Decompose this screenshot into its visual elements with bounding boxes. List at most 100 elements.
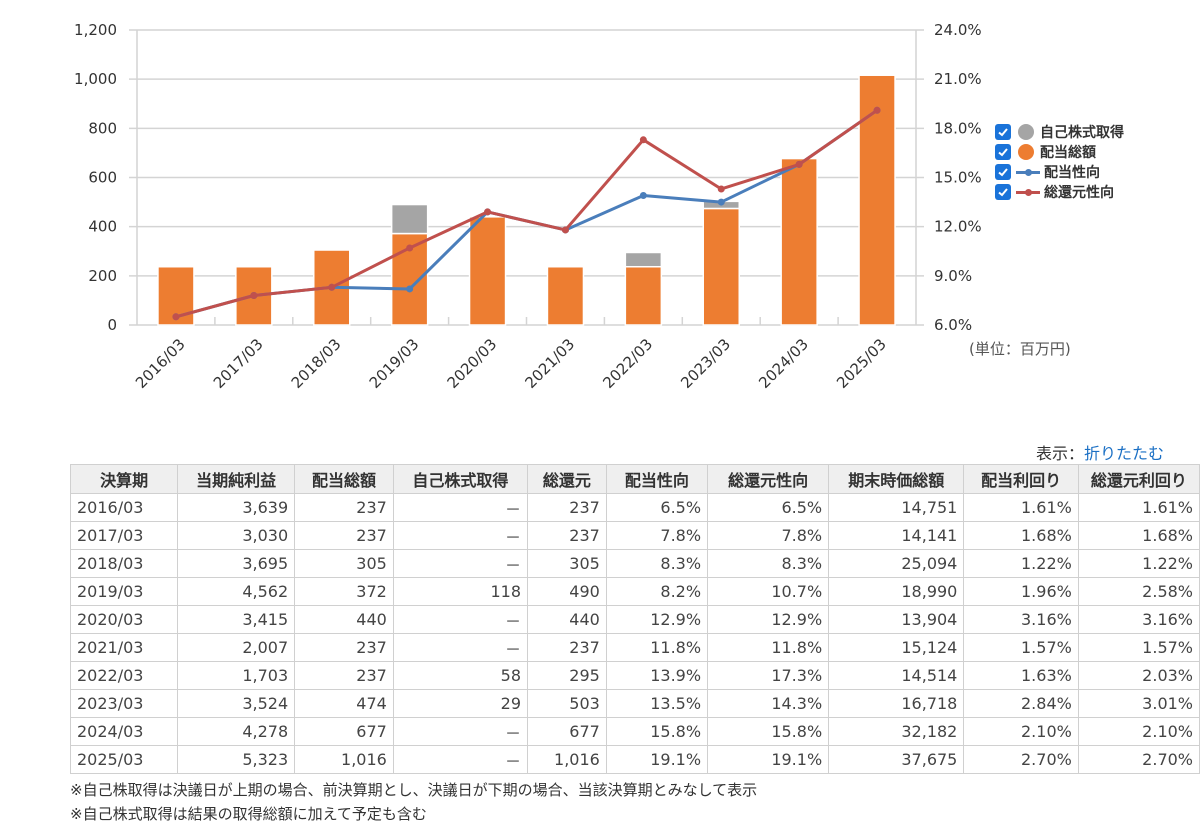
- table-cell: 17.3%: [707, 661, 830, 690]
- point-total-return-ratio: [172, 313, 180, 321]
- table-cell: 2019/03: [69, 577, 179, 606]
- point-total-return-ratio: [795, 160, 803, 168]
- data-table: 決算期 当期純利益 配当総額 自己株式取得 総還元 配当性向 総還元性向 期末時価総額 配当利回…: [69, 464, 1200, 774]
- table-cell: 1.61%: [1077, 493, 1200, 522]
- table-cell: 1.68%: [1077, 521, 1200, 550]
- table-cell: 19.1%: [707, 745, 830, 774]
- right-tick-label: 21.0%: [934, 70, 982, 88]
- table-body: 2016/03 3,639 237 － 237 6.5% 6.5% 14,751 1.61% 1.…: [69, 493, 1200, 774]
- unit-label: (単位：百万円): [969, 340, 1071, 358]
- table-header-row: 決算期 当期純利益 配当総額 自己株式取得 総還元 配当性向 総還元性向 期末時価総額 配当利回…: [69, 464, 1200, 494]
- table-cell: 237: [527, 493, 607, 522]
- table-cell: 2022/03: [69, 661, 179, 690]
- bar-buyback: [624, 251, 663, 268]
- bar-buyback: [390, 203, 429, 235]
- table-cell: 2.58%: [1077, 577, 1200, 606]
- checkbox-checked-icon[interactable]: [995, 184, 1011, 200]
- legend-item[interactable]: 総還元性向: [995, 182, 1124, 202]
- line-payout-ratio: [175, 109, 878, 319]
- table-cell: 237: [527, 521, 607, 550]
- table-cell: 4,562: [177, 577, 296, 606]
- category-label: 2024/03: [755, 335, 812, 392]
- table-cell: 32,182: [828, 717, 965, 746]
- table-row: 2020/03 3,415 440 － 440 12.9% 12.9% 13,904 3.16%…: [69, 605, 1200, 634]
- legend-item[interactable]: 自己株式取得: [995, 122, 1124, 142]
- table-cell: 19.1%: [605, 745, 709, 774]
- table-cell: 440: [294, 605, 394, 634]
- checkbox-checked-icon[interactable]: [995, 164, 1011, 180]
- table-cell: 677: [527, 717, 607, 746]
- bar-dividend: [858, 74, 896, 326]
- checkbox-checked-icon[interactable]: [995, 124, 1011, 140]
- table-cell: －: [392, 745, 529, 774]
- table-row: 2025/03 5,323 1,016 － 1,016 19.1% 19.1% 37,675 2…: [69, 745, 1200, 774]
- table-row: 2019/03 4,562 372 118 490 8.2% 10.7% 18,990 1.96…: [69, 577, 1200, 606]
- table-cell: 2021/03: [69, 633, 179, 662]
- left-tick-label: 200: [88, 267, 117, 285]
- right-tick-label: 6.0%: [934, 316, 972, 334]
- table-cell: 18,990: [828, 577, 965, 606]
- category-label: 2021/03: [521, 335, 578, 392]
- table-cell: 14,751: [828, 493, 965, 522]
- collapse-link[interactable]: 折りたたむ: [1083, 444, 1164, 463]
- table-cell: 3,030: [177, 521, 296, 550]
- table-row: 2016/03 3,639 237 － 237 6.5% 6.5% 14,751 1.61% 1.…: [69, 493, 1200, 522]
- table-cell: 2024/03: [69, 717, 179, 746]
- table-cell: 2.70%: [963, 745, 1079, 774]
- bar-dividend: [624, 265, 663, 326]
- table-cell: －: [392, 717, 529, 746]
- column-header: 配当性向: [605, 464, 709, 494]
- table-cell: 14.3%: [707, 689, 830, 718]
- table-cell: 15.8%: [707, 717, 830, 746]
- table-row: 2024/03 4,278 677 － 677 15.8% 15.8% 32,182 2.10%…: [69, 717, 1200, 746]
- column-header: 総還元利回り: [1077, 464, 1200, 494]
- column-header: 総還元性向: [707, 464, 830, 494]
- left-tick-label: 800: [88, 119, 117, 137]
- table-cell: 11.8%: [707, 633, 830, 662]
- table-cell: 305: [294, 549, 394, 578]
- table-cell: －: [392, 493, 529, 522]
- bars: [157, 74, 896, 326]
- legend-item[interactable]: 配当総額: [995, 142, 1124, 162]
- point-payout-ratio: [717, 198, 725, 206]
- table-cell: 13.9%: [605, 661, 709, 690]
- table-cell: 15,124: [828, 633, 965, 662]
- legend-item[interactable]: 配当性向: [995, 162, 1124, 182]
- table-cell: 4,278: [177, 717, 296, 746]
- bar-dividend: [780, 157, 818, 326]
- table-cell: 8.3%: [605, 549, 709, 578]
- table-row: 2023/03 3,524 474 29 503 13.5% 14.3% 16,718 2.84…: [69, 689, 1200, 718]
- table-cell: 7.8%: [605, 521, 709, 550]
- table-cell: 3,639: [177, 493, 296, 522]
- left-tick-label: 1,000: [74, 70, 117, 88]
- table-row: 2017/03 3,030 237 － 237 7.8% 7.8% 14,141 1.68% 1.…: [69, 521, 1200, 550]
- table-cell: 1.57%: [963, 633, 1079, 662]
- left-tick-label: 1,200: [74, 21, 117, 39]
- table-cell: 13.5%: [605, 689, 709, 718]
- table-cell: 2.70%: [1077, 745, 1200, 774]
- table-cell: 1,703: [177, 661, 296, 690]
- point-total-return-ratio: [873, 106, 881, 114]
- category-label: 2016/03: [132, 335, 189, 392]
- note-1: ※自己株取得は決議日が上期の場合、前決算期とし、決議日が下期の場合、当該決算期と…: [70, 781, 758, 799]
- table-cell: 11.8%: [605, 633, 709, 662]
- table-cell: 1.57%: [1077, 633, 1200, 662]
- lines: [172, 106, 881, 321]
- checkbox-checked-icon[interactable]: [995, 144, 1011, 160]
- table-row: 2022/03 1,703 237 58 295 13.9% 17.3% 14,514 1.63…: [69, 661, 1200, 690]
- table-cell: 2,007: [177, 633, 296, 662]
- table-cell: 2.84%: [963, 689, 1079, 718]
- left-tick-label: 0: [107, 316, 117, 334]
- column-header: 総還元: [527, 464, 607, 494]
- table-cell: 2020/03: [69, 605, 179, 634]
- table-cell: 12.9%: [707, 605, 830, 634]
- table-cell: 1.63%: [963, 661, 1079, 690]
- table-cell: 677: [294, 717, 394, 746]
- table-cell: 237: [294, 493, 394, 522]
- category-label: 2020/03: [444, 335, 501, 392]
- table-cell: 5,323: [177, 745, 296, 774]
- point-total-return-ratio: [328, 283, 336, 291]
- line-total-return-ratio: [175, 109, 878, 319]
- table-cell: 3.16%: [1077, 605, 1200, 634]
- category-label: 2019/03: [366, 335, 423, 392]
